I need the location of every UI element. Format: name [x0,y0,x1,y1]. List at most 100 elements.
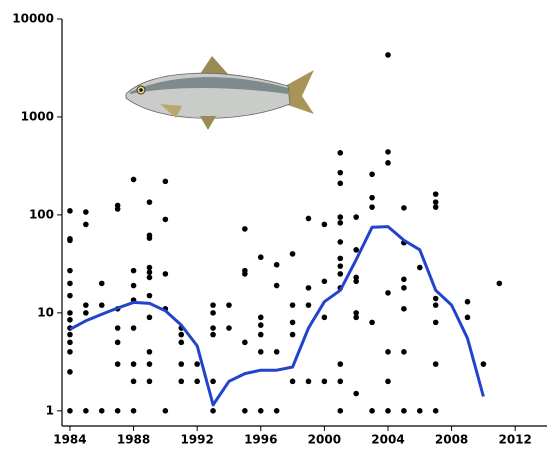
point [130,282,137,289]
point [130,176,137,183]
point [289,378,296,385]
point [353,314,359,321]
point [67,331,73,338]
point [210,331,216,338]
point [257,331,264,338]
x-tick-label: 1984 [53,433,86,447]
point [401,205,407,211]
point [432,302,439,308]
point [146,378,153,385]
point [67,349,73,355]
point [401,408,407,414]
point [67,292,73,299]
x-tick-label: 1996 [244,433,277,447]
point [257,254,264,261]
point [67,237,73,244]
point [353,390,359,397]
y-tick-label: 1 [46,403,54,417]
point [305,378,312,385]
point [162,271,169,277]
point [146,199,153,205]
point [226,302,232,308]
point [146,274,153,281]
point [321,221,328,228]
point [146,269,153,276]
point [67,280,73,287]
y-tick-label: 10000 [12,12,54,26]
point [257,314,264,321]
point [337,271,344,277]
point [432,191,439,197]
point [321,314,328,321]
point [337,180,344,187]
point [480,361,487,367]
point [130,378,137,385]
trend-line [69,225,485,407]
point [98,302,105,308]
point [353,274,359,281]
point [289,319,296,326]
point [178,331,185,338]
point [385,149,391,155]
point [67,408,73,414]
point [242,271,248,277]
point [464,298,471,305]
point [369,194,375,201]
x-tick-label: 2000 [308,433,341,447]
point [337,263,344,269]
point [98,408,105,414]
y-tick-label: 10 [37,305,54,319]
point [130,267,137,274]
point [385,52,391,58]
point [305,302,312,308]
x-tick-label: 2008 [435,433,468,447]
point [83,302,89,308]
point [337,169,344,176]
x-tick-label: 1988 [117,433,150,447]
point [178,361,185,367]
point [194,361,200,367]
point [416,264,423,271]
point [67,310,73,316]
point [432,361,439,367]
point [210,408,216,414]
point [432,199,439,205]
point [162,178,169,185]
point [289,331,296,338]
point [273,349,280,355]
point [146,264,153,271]
point [401,276,407,283]
point [273,408,280,414]
point [130,408,137,414]
point [385,160,391,166]
point [401,349,407,355]
point [385,408,391,414]
point [114,339,121,346]
point [432,408,439,414]
point [369,204,375,210]
point [385,290,391,296]
x-tick-label: 2012 [498,433,531,447]
point [114,408,121,414]
point [210,325,216,331]
point [401,285,407,291]
x-tick-label: 2004 [371,433,404,447]
point [242,408,248,414]
point [337,255,344,262]
point [337,214,344,220]
point [257,322,264,328]
point [257,349,264,355]
point [353,278,359,285]
point [114,361,121,367]
point [210,378,216,385]
point [496,280,503,287]
y-tick-label: 1000 [21,109,54,123]
point [162,216,169,223]
point [98,280,105,287]
point [337,408,344,414]
point [305,215,312,222]
point [321,278,328,285]
point [67,339,73,346]
point [289,302,296,308]
point [226,325,232,331]
